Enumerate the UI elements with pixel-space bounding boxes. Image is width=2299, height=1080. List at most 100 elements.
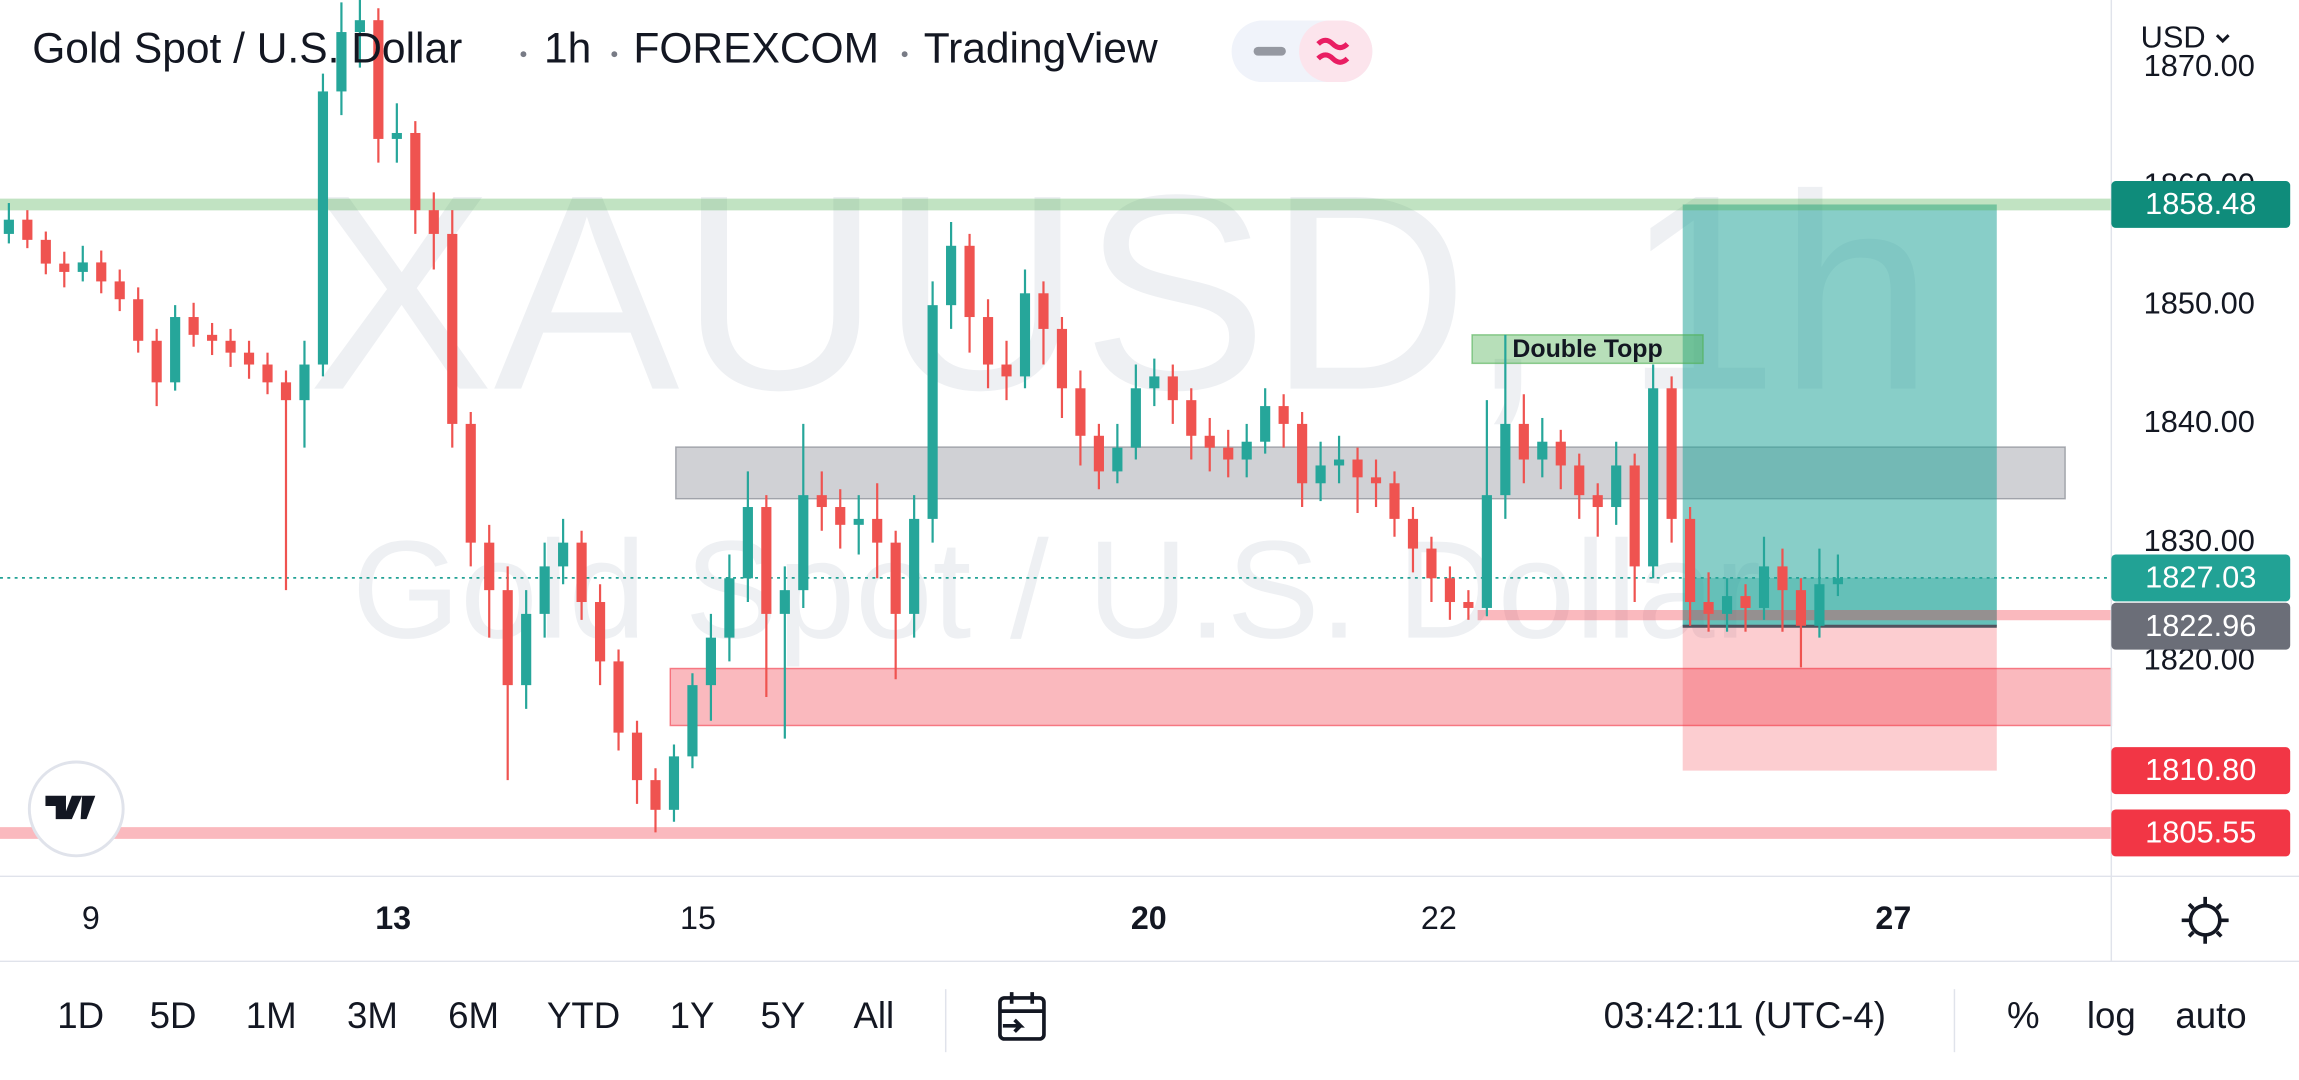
candle-body — [1795, 590, 1807, 626]
source: TradingView — [924, 26, 1158, 73]
range-button[interactable]: 1M — [246, 995, 297, 1036]
candle-body — [1611, 465, 1622, 508]
price-tag-label: 1822.96 — [2145, 608, 2256, 643]
interval: 1h — [544, 26, 591, 73]
candle-body — [1703, 602, 1714, 614]
candle-body — [133, 299, 144, 341]
candle-body — [1721, 596, 1733, 614]
candle-body — [631, 732, 643, 781]
auto-toggle[interactable]: auto — [2175, 995, 2246, 1036]
annotation-text: Double Topp — [1512, 335, 1662, 363]
loss-zone — [1682, 626, 1997, 771]
candle-body — [1315, 465, 1326, 484]
calendar — [998, 996, 1046, 1041]
candle-body — [1241, 441, 1252, 460]
watermark-ticker: XAUUSD, 1h — [308, 138, 1934, 449]
x-tick-label: 15 — [680, 900, 716, 936]
candle-body — [1463, 602, 1474, 608]
separator-dot — [611, 51, 618, 58]
candle-body — [1038, 293, 1049, 329]
currency[interactable]: USD — [2141, 20, 2206, 55]
candle-body — [576, 542, 587, 603]
candle-body — [3, 219, 14, 234]
x-tick-label: 22 — [1421, 900, 1457, 936]
clock: 03:42:11 (UTC-4) — [1604, 995, 1886, 1036]
candle-body — [816, 495, 827, 508]
watermark-name: Gold Spot / U.S. Dollar — [352, 512, 1761, 668]
candle-body — [1444, 578, 1456, 603]
range-button[interactable]: 5D — [150, 995, 197, 1036]
candle-body — [114, 281, 125, 300]
candle-body — [1832, 578, 1843, 585]
candle-body — [1370, 477, 1382, 484]
settings-icon[interactable] — [2181, 896, 2229, 944]
candle-body — [40, 239, 51, 264]
candle-body — [1777, 566, 1788, 591]
range-button[interactable]: 6M — [448, 995, 499, 1036]
candle-body — [1093, 435, 1104, 472]
gear-teeth — [2181, 896, 2229, 944]
range-button[interactable]: 3M — [347, 995, 398, 1036]
y-tick-label: 1830.00 — [2144, 523, 2255, 558]
candle-body — [243, 352, 255, 365]
price-tag-label: 1827.03 — [2145, 560, 2256, 595]
price-tag — [2111, 602, 2291, 650]
range-button[interactable]: YTD — [547, 995, 620, 1036]
candle-body — [484, 542, 495, 591]
candle-body — [410, 132, 421, 211]
candle-body — [1056, 328, 1068, 389]
candle-body — [668, 756, 680, 810]
candle-body — [1260, 406, 1271, 442]
candle-body — [151, 340, 162, 383]
log-toggle[interactable]: log — [2087, 995, 2136, 1036]
price-tag — [2111, 747, 2291, 795]
plot-area: Double Topp — [0, 0, 2113, 839]
candle-body — [317, 91, 329, 365]
candle-body — [594, 602, 606, 662]
candle-body — [1592, 495, 1603, 508]
candle-body — [1481, 495, 1492, 608]
candle-body — [1648, 388, 1659, 567]
x-tick-label: 9 — [82, 900, 100, 936]
candle-body — [835, 507, 846, 525]
candle-body — [779, 590, 790, 614]
candle-body — [705, 637, 716, 686]
candle-body — [1389, 483, 1400, 519]
x-tick-label: 20 — [1131, 900, 1167, 936]
candle-body — [1075, 388, 1086, 436]
price-tag — [2111, 554, 2291, 602]
separator-dot — [520, 51, 527, 58]
range-button[interactable]: All — [853, 995, 894, 1036]
candle-body — [946, 245, 957, 306]
candle-body — [539, 566, 550, 614]
range-button[interactable]: 5Y — [761, 995, 806, 1036]
candle-body — [761, 507, 772, 614]
candle-body — [1555, 441, 1566, 466]
date-range-icon[interactable] — [998, 992, 1046, 1041]
candle-body — [1149, 376, 1160, 389]
candle-body — [687, 685, 698, 757]
x-tick-label: 13 — [375, 900, 411, 936]
percent-toggle[interactable]: % — [2007, 995, 2040, 1036]
candle-body — [336, 32, 347, 92]
price-tag — [2111, 181, 2291, 228]
candle-body — [391, 132, 402, 139]
separator-dot — [901, 51, 908, 58]
status-icon — [1316, 37, 1350, 65]
gear — [2188, 903, 2222, 937]
range-button[interactable]: 1Y — [670, 995, 715, 1036]
candle-body — [872, 518, 883, 543]
candle-body — [1740, 596, 1751, 608]
y-tick-label: 1870.00 — [2144, 48, 2255, 83]
candle-body — [1204, 435, 1215, 448]
candle-body — [909, 518, 920, 614]
candle-body — [354, 20, 365, 33]
x-tick-label: 27 — [1875, 900, 1911, 936]
currency-chevron — [2215, 34, 2230, 44]
candle-body — [521, 613, 532, 686]
market-status[interactable] — [1299, 20, 1373, 83]
range-button[interactable]: 1D — [57, 995, 104, 1036]
candle-body — [96, 262, 107, 282]
candle-body — [1814, 584, 1825, 626]
